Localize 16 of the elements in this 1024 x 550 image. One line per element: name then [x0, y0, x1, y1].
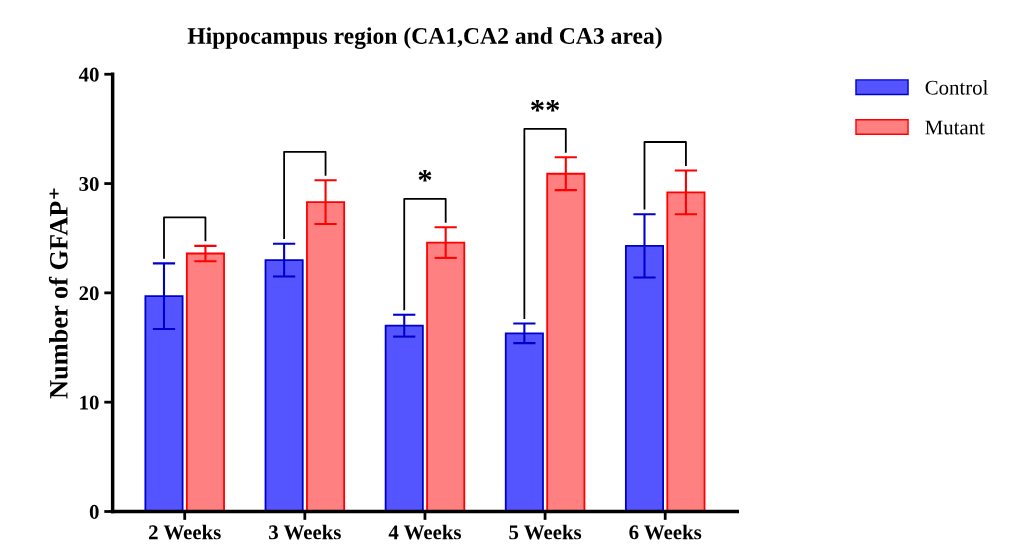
y-axis-title: Number of GFAP⁺	[48, 188, 68, 399]
legend-label: Mutant	[925, 120, 985, 135]
chart-title: Hippocampus region (CA1,CA2 and CA3 area)	[187, 27, 662, 49]
y-tick-label: 20	[79, 286, 99, 301]
x-tick-label: 2 Weeks	[149, 524, 221, 540]
annotation: *	[418, 170, 432, 182]
y-tick-label: 30	[79, 176, 99, 191]
x-tick-label: 5 Weeks	[509, 524, 582, 540]
annotation: **	[531, 100, 560, 112]
y-tick-label: 10	[80, 395, 99, 410]
y-tick-label: 40	[78, 67, 99, 82]
legend-label: Control	[925, 80, 988, 95]
x-tick-label: 6 Weeks	[629, 524, 702, 540]
y-tick-label: 0	[89, 504, 99, 519]
x-tick-label: 4 Weeks	[388, 524, 462, 540]
x-tick-label: 3 Weeks	[269, 524, 341, 540]
